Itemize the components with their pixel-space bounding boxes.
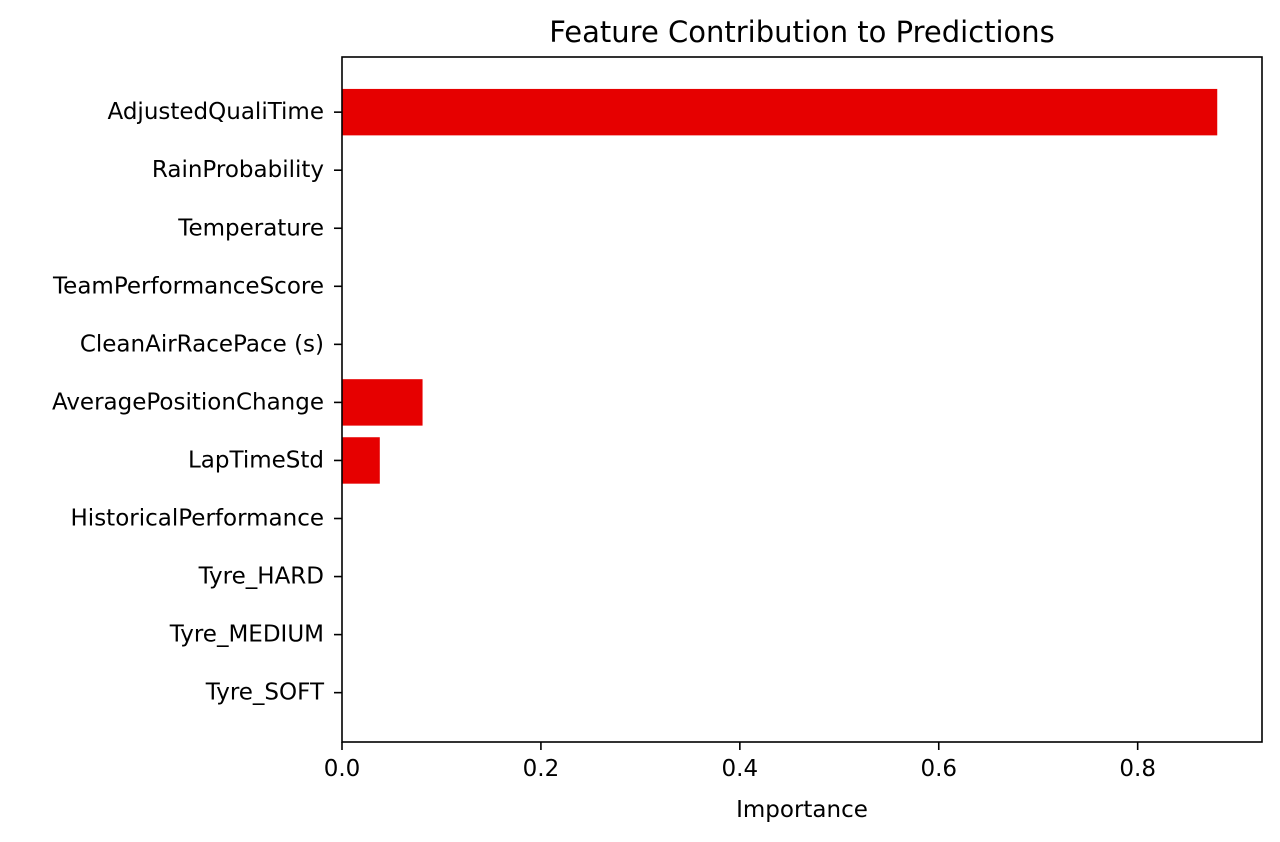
plot-frame <box>341 56 1263 743</box>
x-axis-ticks: 0.0 0.2 0.4 0.6 0.8 <box>324 742 1156 782</box>
y-tick-label: Tyre_HARD <box>198 564 324 590</box>
bar-averagepositionchange <box>342 379 423 426</box>
y-tick-label: Temperature <box>177 215 324 241</box>
x-axis-label: Importance <box>736 797 868 823</box>
x-tick-label: 0.4 <box>722 756 759 782</box>
x-tick-label: 0.2 <box>523 756 560 782</box>
y-tick-label: LapTimeStd <box>188 447 324 473</box>
y-tick-label: Tyre_SOFT <box>205 680 325 706</box>
y-tick-label: HistoricalPerformance <box>71 506 324 532</box>
y-tick-label: CleanAirRacePace (s) <box>80 331 324 357</box>
x-tick-label: 0.6 <box>920 756 957 782</box>
y-tick-label: Tyre_MEDIUM <box>169 622 324 648</box>
bars-layer <box>342 88 1218 484</box>
x-tick-label: 0.0 <box>324 756 361 782</box>
y-tick-label: RainProbability <box>152 157 324 183</box>
y-tick-label: AdjustedQualiTime <box>108 99 325 125</box>
chart-title: Feature Contribution to Predictions <box>549 15 1055 49</box>
x-tick-label: 0.8 <box>1119 756 1156 782</box>
bar-adjustedqualitime <box>342 88 1218 136</box>
y-tick-label: TeamPerformanceScore <box>52 273 324 299</box>
bar-laptimestd <box>342 437 380 484</box>
y-axis-ticks: AdjustedQualiTime RainProbability Temperat… <box>52 99 342 706</box>
y-tick-label: AveragePositionChange <box>52 389 324 415</box>
